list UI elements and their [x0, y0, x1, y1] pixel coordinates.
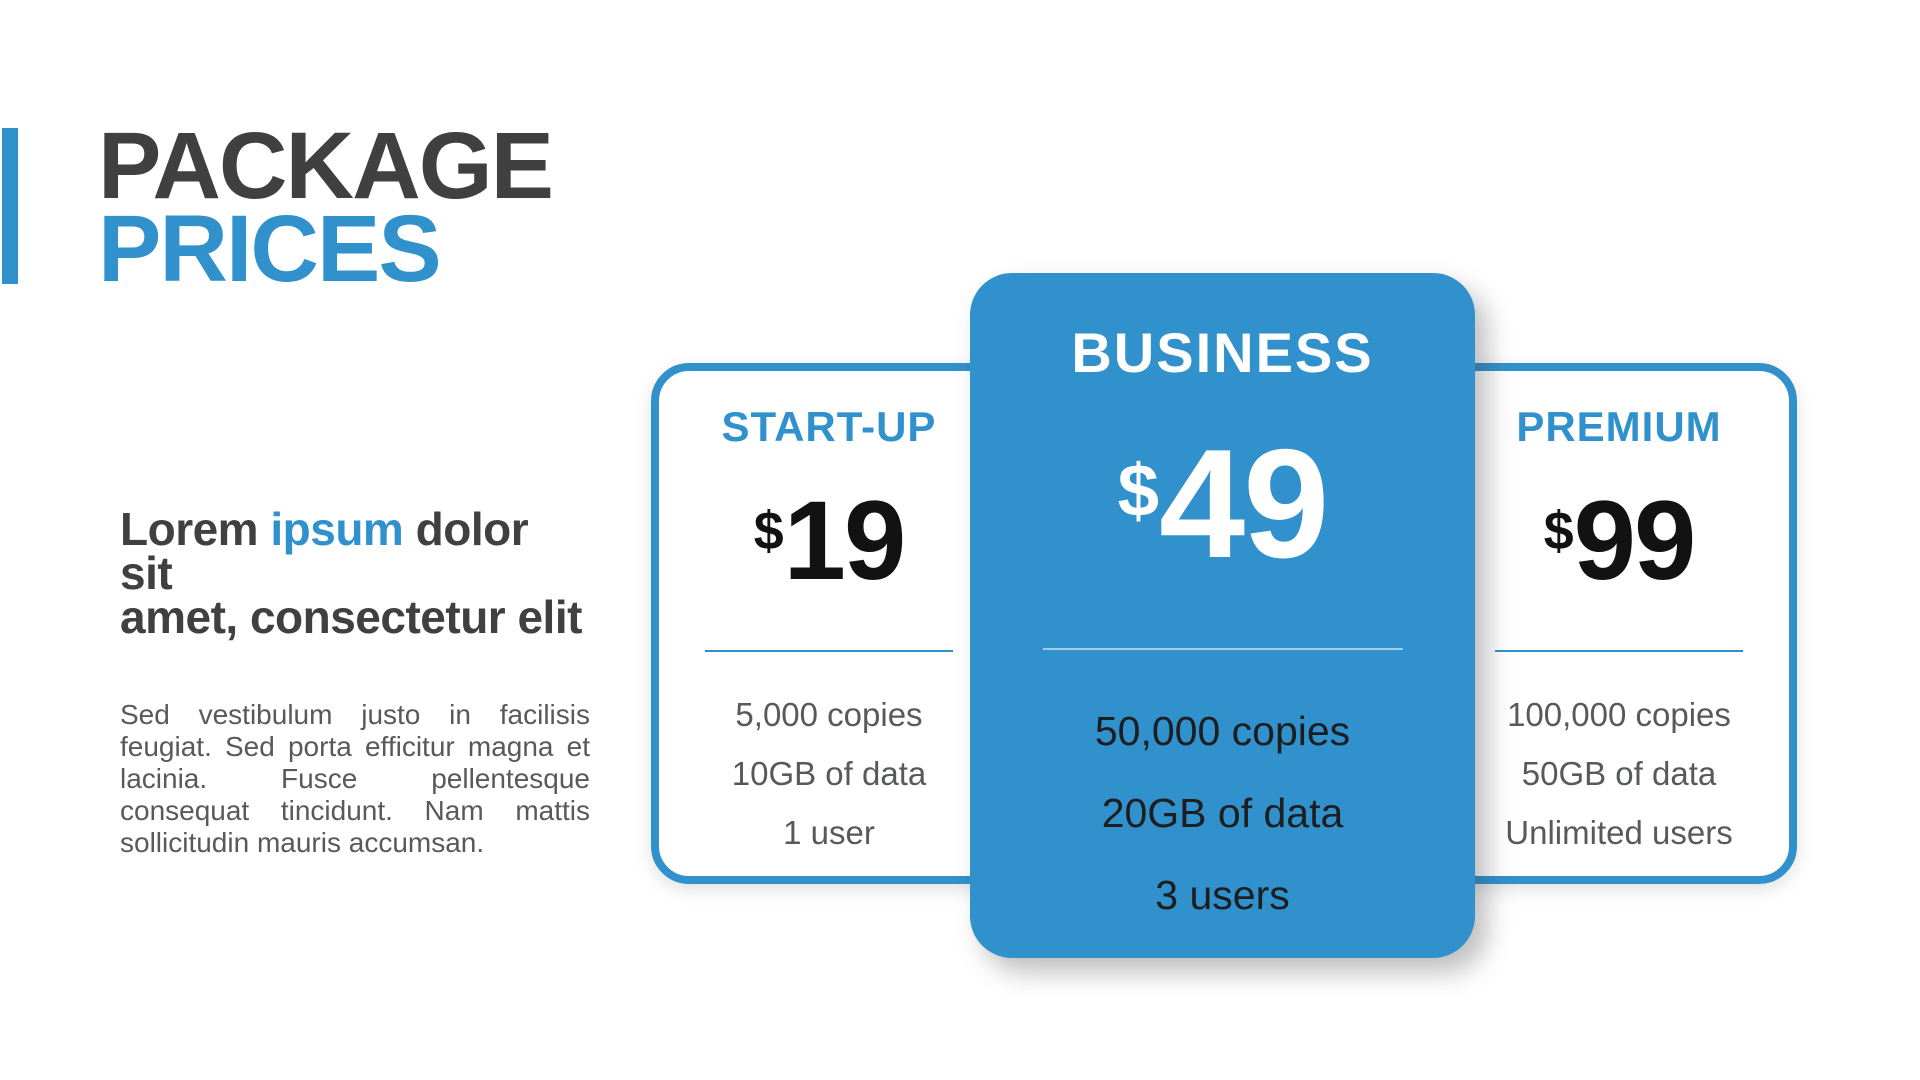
- title-accent-bar: [2, 128, 18, 284]
- intro-heading-pre: Lorem: [120, 503, 259, 555]
- intro-heading-post: dolor sit: [120, 503, 529, 599]
- feature-item: 100,000 copies: [1507, 696, 1731, 733]
- price-value: 19: [783, 478, 907, 603]
- page-title: PACKAGE PRICES: [98, 113, 554, 302]
- currency-symbol: $: [753, 501, 784, 562]
- price-value: 49: [1158, 417, 1329, 590]
- card-divider: [705, 650, 953, 652]
- plan-name: BUSINESS: [1071, 321, 1374, 384]
- feature-item: 50GB of data: [1521, 755, 1717, 792]
- feature-item: 3 users: [1155, 872, 1290, 918]
- pricing-card-premium[interactable]: PREMIUM $99 100,000 copies 50GB of data …: [1441, 363, 1797, 884]
- currency-symbol: $: [1117, 449, 1159, 533]
- page-title-line1: PACKAGE: [98, 113, 554, 219]
- feature-item: Unlimited users: [1505, 814, 1733, 851]
- card-divider: [1042, 648, 1403, 650]
- feature-item: 20GB of data: [1101, 790, 1344, 836]
- plan-price: $99: [1449, 485, 1789, 611]
- feature-item: 5,000 copies: [735, 696, 923, 733]
- page-title-line2: PRICES: [98, 196, 442, 302]
- feature-list: 100,000 copies 50GB of data Unlimited us…: [1449, 685, 1789, 862]
- plan-price: $49: [970, 426, 1475, 597]
- feature-list: 5,000 copies 10GB of data 1 user: [659, 685, 999, 862]
- pricing-card-business[interactable]: BUSINESS $49 50,000 copies 20GB of data …: [970, 273, 1475, 958]
- intro-heading: Lorem ipsum dolor sit amet, consectetur e…: [120, 506, 590, 640]
- pricing-card-startup[interactable]: START-UP $19 5,000 copies 10GB of data 1…: [651, 363, 1007, 884]
- currency-symbol: $: [1543, 501, 1574, 562]
- intro-heading-highlight: ipsum: [270, 503, 404, 555]
- plan-price: $19: [659, 485, 999, 611]
- feature-item: 1 user: [783, 814, 875, 851]
- feature-item: 50,000 copies: [1094, 708, 1351, 754]
- intro-body: Sed vestibulum justo in facilisis feugia…: [120, 699, 590, 858]
- plan-name: PREMIUM: [1516, 403, 1722, 450]
- feature-list: 50,000 copies 20GB of data 3 users: [970, 690, 1475, 936]
- plan-name: START-UP: [721, 403, 937, 450]
- feature-item: 10GB of data: [731, 755, 927, 792]
- card-divider: [1495, 650, 1743, 652]
- intro-heading-line2: amet, consectetur elit: [120, 591, 582, 643]
- intro-section: Lorem ipsum dolor sit amet, consectetur e…: [120, 506, 590, 859]
- price-value: 99: [1573, 478, 1697, 603]
